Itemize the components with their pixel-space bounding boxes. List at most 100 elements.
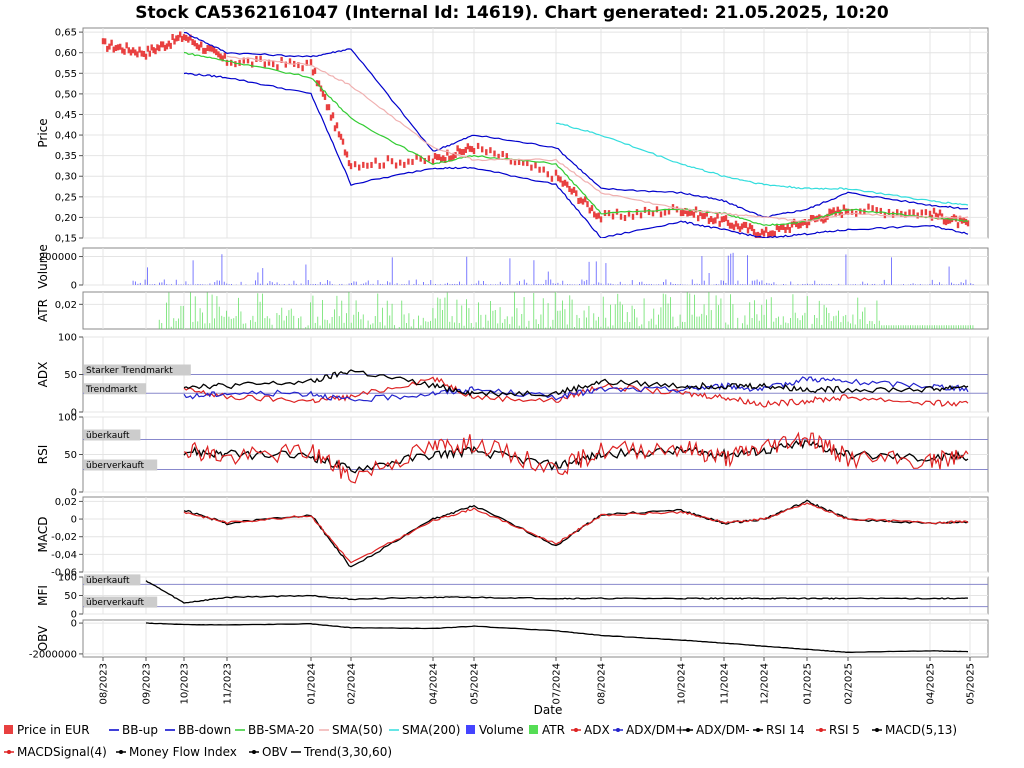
y-axis-label: RSI	[36, 445, 50, 465]
price-candle	[197, 44, 201, 51]
price-candle	[786, 223, 789, 230]
x-tick-label: 10/2023	[180, 663, 191, 705]
price-candle	[758, 233, 762, 238]
price-candle	[811, 215, 815, 222]
price-candle	[399, 159, 402, 166]
price-candle	[349, 163, 353, 170]
x-tick-label: 08/2024	[597, 663, 608, 705]
price-candle	[639, 212, 643, 219]
price-candle	[407, 158, 410, 165]
price-candle	[206, 45, 209, 52]
price-candle	[313, 67, 317, 74]
price-candle	[242, 57, 245, 64]
y-tick-label: 50	[64, 450, 77, 461]
price-candle	[152, 47, 155, 54]
price-candle	[234, 61, 237, 68]
price-candle	[746, 227, 750, 234]
price-candle	[446, 149, 449, 156]
legend-label: ADX	[584, 723, 610, 737]
price-candle	[855, 210, 858, 217]
price-candle	[962, 217, 966, 224]
price-candle	[497, 153, 500, 160]
y-axis-label: ATR	[36, 299, 50, 322]
price-candle	[742, 221, 746, 228]
price-candle	[554, 169, 558, 176]
zone-label: überkauft	[86, 431, 130, 441]
macd-panel: 0,02 0 -0,02 -0,04 -0,06 MACD	[36, 496, 989, 579]
legend-swatch-dot	[7, 750, 11, 754]
price-candle	[415, 153, 418, 160]
price-candle	[792, 218, 796, 225]
price-candle	[681, 210, 685, 217]
price-candle	[701, 213, 704, 220]
series-rsi-5	[183, 431, 969, 484]
price-candle	[686, 210, 689, 217]
price-candle	[131, 47, 135, 54]
price-candle	[679, 210, 683, 217]
price-candle	[437, 154, 441, 161]
y-tick-label: 50	[64, 591, 77, 602]
x-tick-label: 05/2025	[966, 663, 977, 705]
legend-label: SMA(200)	[402, 723, 460, 737]
price-candle	[472, 148, 476, 155]
price-candle	[950, 216, 954, 223]
price-candle	[694, 206, 698, 213]
price-candle	[643, 206, 647, 213]
price-candle	[431, 158, 435, 165]
price-candle	[158, 45, 161, 52]
price-candle	[468, 145, 472, 152]
price-candle	[538, 166, 541, 173]
price-candle	[777, 225, 781, 232]
legend-swatch-dot	[119, 750, 123, 754]
price-candle	[327, 104, 331, 111]
series-bb-down	[183, 72, 969, 238]
price-candle	[263, 61, 266, 68]
price-candle	[319, 85, 323, 92]
price-candle	[684, 207, 687, 214]
price-candle	[403, 161, 406, 168]
price-candle	[767, 231, 770, 238]
price-candle	[699, 210, 702, 217]
price-candle	[297, 62, 300, 69]
price-candle	[944, 219, 948, 226]
y-tick-label: 0,30	[55, 172, 77, 183]
x-tick-label: 10/2024	[677, 663, 688, 705]
price-candle	[734, 220, 738, 227]
series-sma-50-	[226, 55, 969, 223]
rsi-panel: 100 50 0 RSI überkauft überverkauft	[36, 413, 989, 499]
price-candle	[321, 90, 325, 97]
price-candle	[358, 164, 361, 171]
price-candle	[740, 223, 744, 230]
price-candle	[697, 215, 700, 222]
x-axis-label: Date	[534, 703, 563, 717]
y-tick-label: 0	[71, 488, 77, 499]
y-tick-label: 0,65	[55, 28, 77, 39]
price-candle	[223, 52, 227, 59]
price-candle	[904, 211, 907, 218]
price-candle	[824, 216, 827, 223]
y-tick-label: 0	[71, 619, 77, 630]
price-candle	[215, 49, 218, 56]
price-candle	[595, 213, 598, 220]
price-candle	[782, 223, 785, 230]
price-candle	[509, 158, 513, 165]
price-candle	[946, 217, 950, 224]
price-candle	[301, 65, 304, 72]
panel-plot-area	[183, 369, 969, 408]
legend-swatch-dot	[819, 728, 823, 732]
price-candle	[343, 149, 347, 156]
price-candle	[836, 206, 839, 213]
price-candle	[936, 213, 940, 220]
price-candle	[714, 217, 717, 224]
price-candle	[470, 146, 474, 153]
price-candle	[557, 175, 560, 182]
y-tick-label: 0	[71, 281, 77, 292]
price-candle	[501, 150, 504, 157]
price-candle	[386, 155, 390, 162]
price-candle	[442, 155, 445, 162]
x-axis: 08/2023 09/2023 10/2023 11/2023 01/2024 02/20…	[99, 657, 977, 705]
price-candle	[125, 42, 128, 49]
panel-plot-area	[145, 580, 969, 604]
price-candle	[619, 213, 623, 220]
